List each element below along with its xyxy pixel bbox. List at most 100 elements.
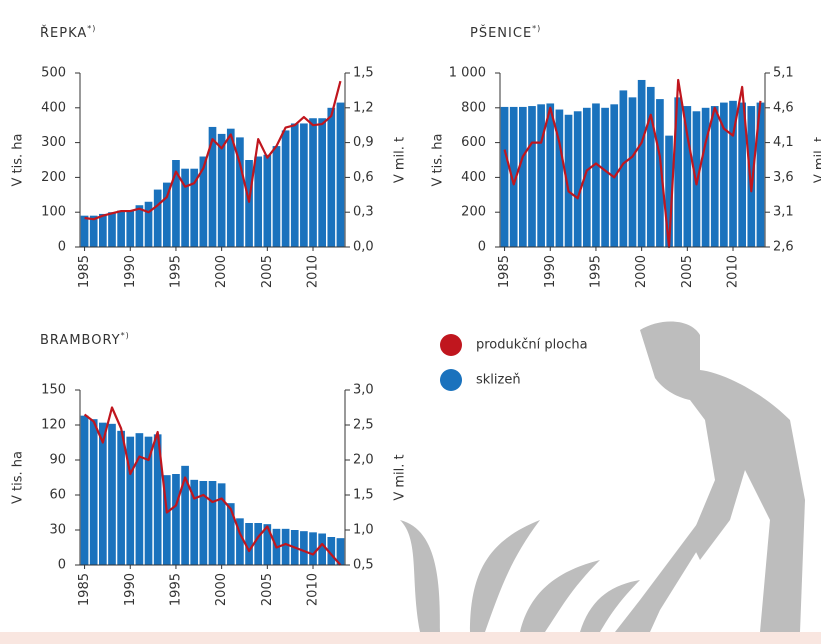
x-tick-label: 2000 — [214, 255, 229, 288]
bar — [628, 97, 637, 247]
title-text: PŠENICE — [470, 25, 532, 41]
y2-tick-label: 2,6 — [773, 240, 794, 255]
bar — [99, 422, 107, 565]
bar — [637, 79, 646, 248]
x-tick-label: 2010 — [726, 255, 741, 288]
bar — [172, 474, 180, 565]
bar — [619, 90, 628, 248]
bar — [89, 419, 98, 565]
bar — [117, 430, 125, 565]
bar — [208, 126, 217, 247]
bar — [108, 423, 116, 565]
bar — [546, 103, 555, 247]
x-tick-label: 2010 — [306, 255, 321, 288]
bar — [108, 212, 116, 247]
bar — [135, 433, 144, 565]
bar — [582, 107, 591, 247]
y2-axis-label: V mil. t — [393, 137, 408, 183]
x-tick-label: 2010 — [306, 573, 321, 606]
x-tick-label: 1985 — [77, 573, 92, 606]
line-series — [503, 78, 762, 249]
bar — [153, 434, 162, 565]
x-tick-label: 2005 — [260, 255, 275, 288]
x-tick-label: 2000 — [214, 573, 229, 606]
x-tick-label: 1995 — [588, 255, 603, 288]
bar — [181, 168, 189, 247]
y-tick-label: 200 — [41, 170, 66, 185]
bar — [327, 107, 336, 247]
y2-tick-label: 4,6 — [773, 100, 794, 115]
x-tick-label: 2005 — [260, 573, 275, 606]
decoration — [400, 321, 805, 632]
y-tick-label: 500 — [41, 66, 66, 81]
legend-swatch — [440, 369, 462, 391]
y2-axis-label: V mil. t — [813, 137, 821, 183]
footer-strip — [0, 632, 821, 644]
legend-swatch — [440, 334, 462, 356]
bar — [254, 523, 263, 565]
bar — [99, 213, 107, 247]
title-text: ŘEPKA — [40, 25, 87, 41]
y2-tick-label: 3,6 — [773, 170, 794, 185]
y2-axis-label: V mil. t — [393, 454, 408, 500]
bar — [162, 475, 171, 565]
chart-title: ŘEPKA*) — [40, 24, 96, 41]
bar — [263, 524, 272, 565]
y2-tick-label: 0,9 — [353, 135, 374, 150]
title-mark: *) — [87, 24, 96, 33]
line-series — [84, 80, 342, 221]
bar — [300, 123, 308, 247]
y2-tick-label: 0,0 — [353, 240, 374, 255]
y-tick-label: 150 — [41, 383, 66, 398]
bar — [162, 182, 171, 247]
bar — [318, 533, 326, 565]
bar — [336, 102, 345, 247]
y-tick-label: 300 — [41, 135, 66, 150]
y2-tick-label: 0,6 — [353, 170, 374, 185]
bar — [190, 168, 199, 247]
bar — [245, 160, 253, 247]
bar — [309, 118, 317, 248]
bar — [290, 123, 299, 247]
y-axis-label: V tis. ha — [431, 134, 446, 187]
bar — [500, 106, 509, 248]
x-tick-label: 1985 — [497, 255, 512, 288]
title-mark: *) — [532, 24, 541, 33]
x-tick-label: 1995 — [168, 255, 183, 288]
bar — [245, 523, 253, 565]
bar — [217, 483, 226, 565]
x-tick-label: 2000 — [634, 255, 649, 288]
bar — [199, 481, 208, 565]
y2-tick-label: 2,5 — [353, 418, 374, 433]
bar — [592, 103, 600, 247]
shovel — [615, 520, 710, 632]
bar — [172, 160, 180, 247]
bar — [336, 538, 345, 565]
bar — [683, 106, 692, 247]
legend-label: produkční plocha — [476, 338, 588, 353]
bar — [153, 189, 162, 247]
y2-tick-label: 2,0 — [353, 453, 374, 468]
y2-tick-label: 1,0 — [353, 523, 374, 538]
bar — [656, 99, 664, 247]
y-tick-label: 1 000 — [449, 66, 486, 81]
bar — [263, 154, 272, 247]
bar — [327, 537, 336, 565]
y2-tick-label: 1,5 — [353, 66, 374, 81]
bar — [674, 97, 683, 247]
bar — [309, 532, 317, 565]
x-tick-label: 1990 — [543, 255, 558, 288]
bar — [281, 528, 290, 565]
y-axis-label: V tis. ha — [11, 451, 26, 504]
y-tick-label: 90 — [49, 453, 66, 468]
bar — [555, 109, 564, 247]
x-tick-label: 1985 — [77, 255, 92, 288]
bar — [181, 465, 189, 565]
bar — [300, 531, 308, 565]
bar — [573, 111, 582, 247]
bar — [226, 503, 235, 565]
bar — [738, 102, 746, 247]
y-tick-label: 600 — [461, 135, 486, 150]
y-tick-label: 0 — [478, 240, 486, 255]
bar — [236, 518, 244, 565]
